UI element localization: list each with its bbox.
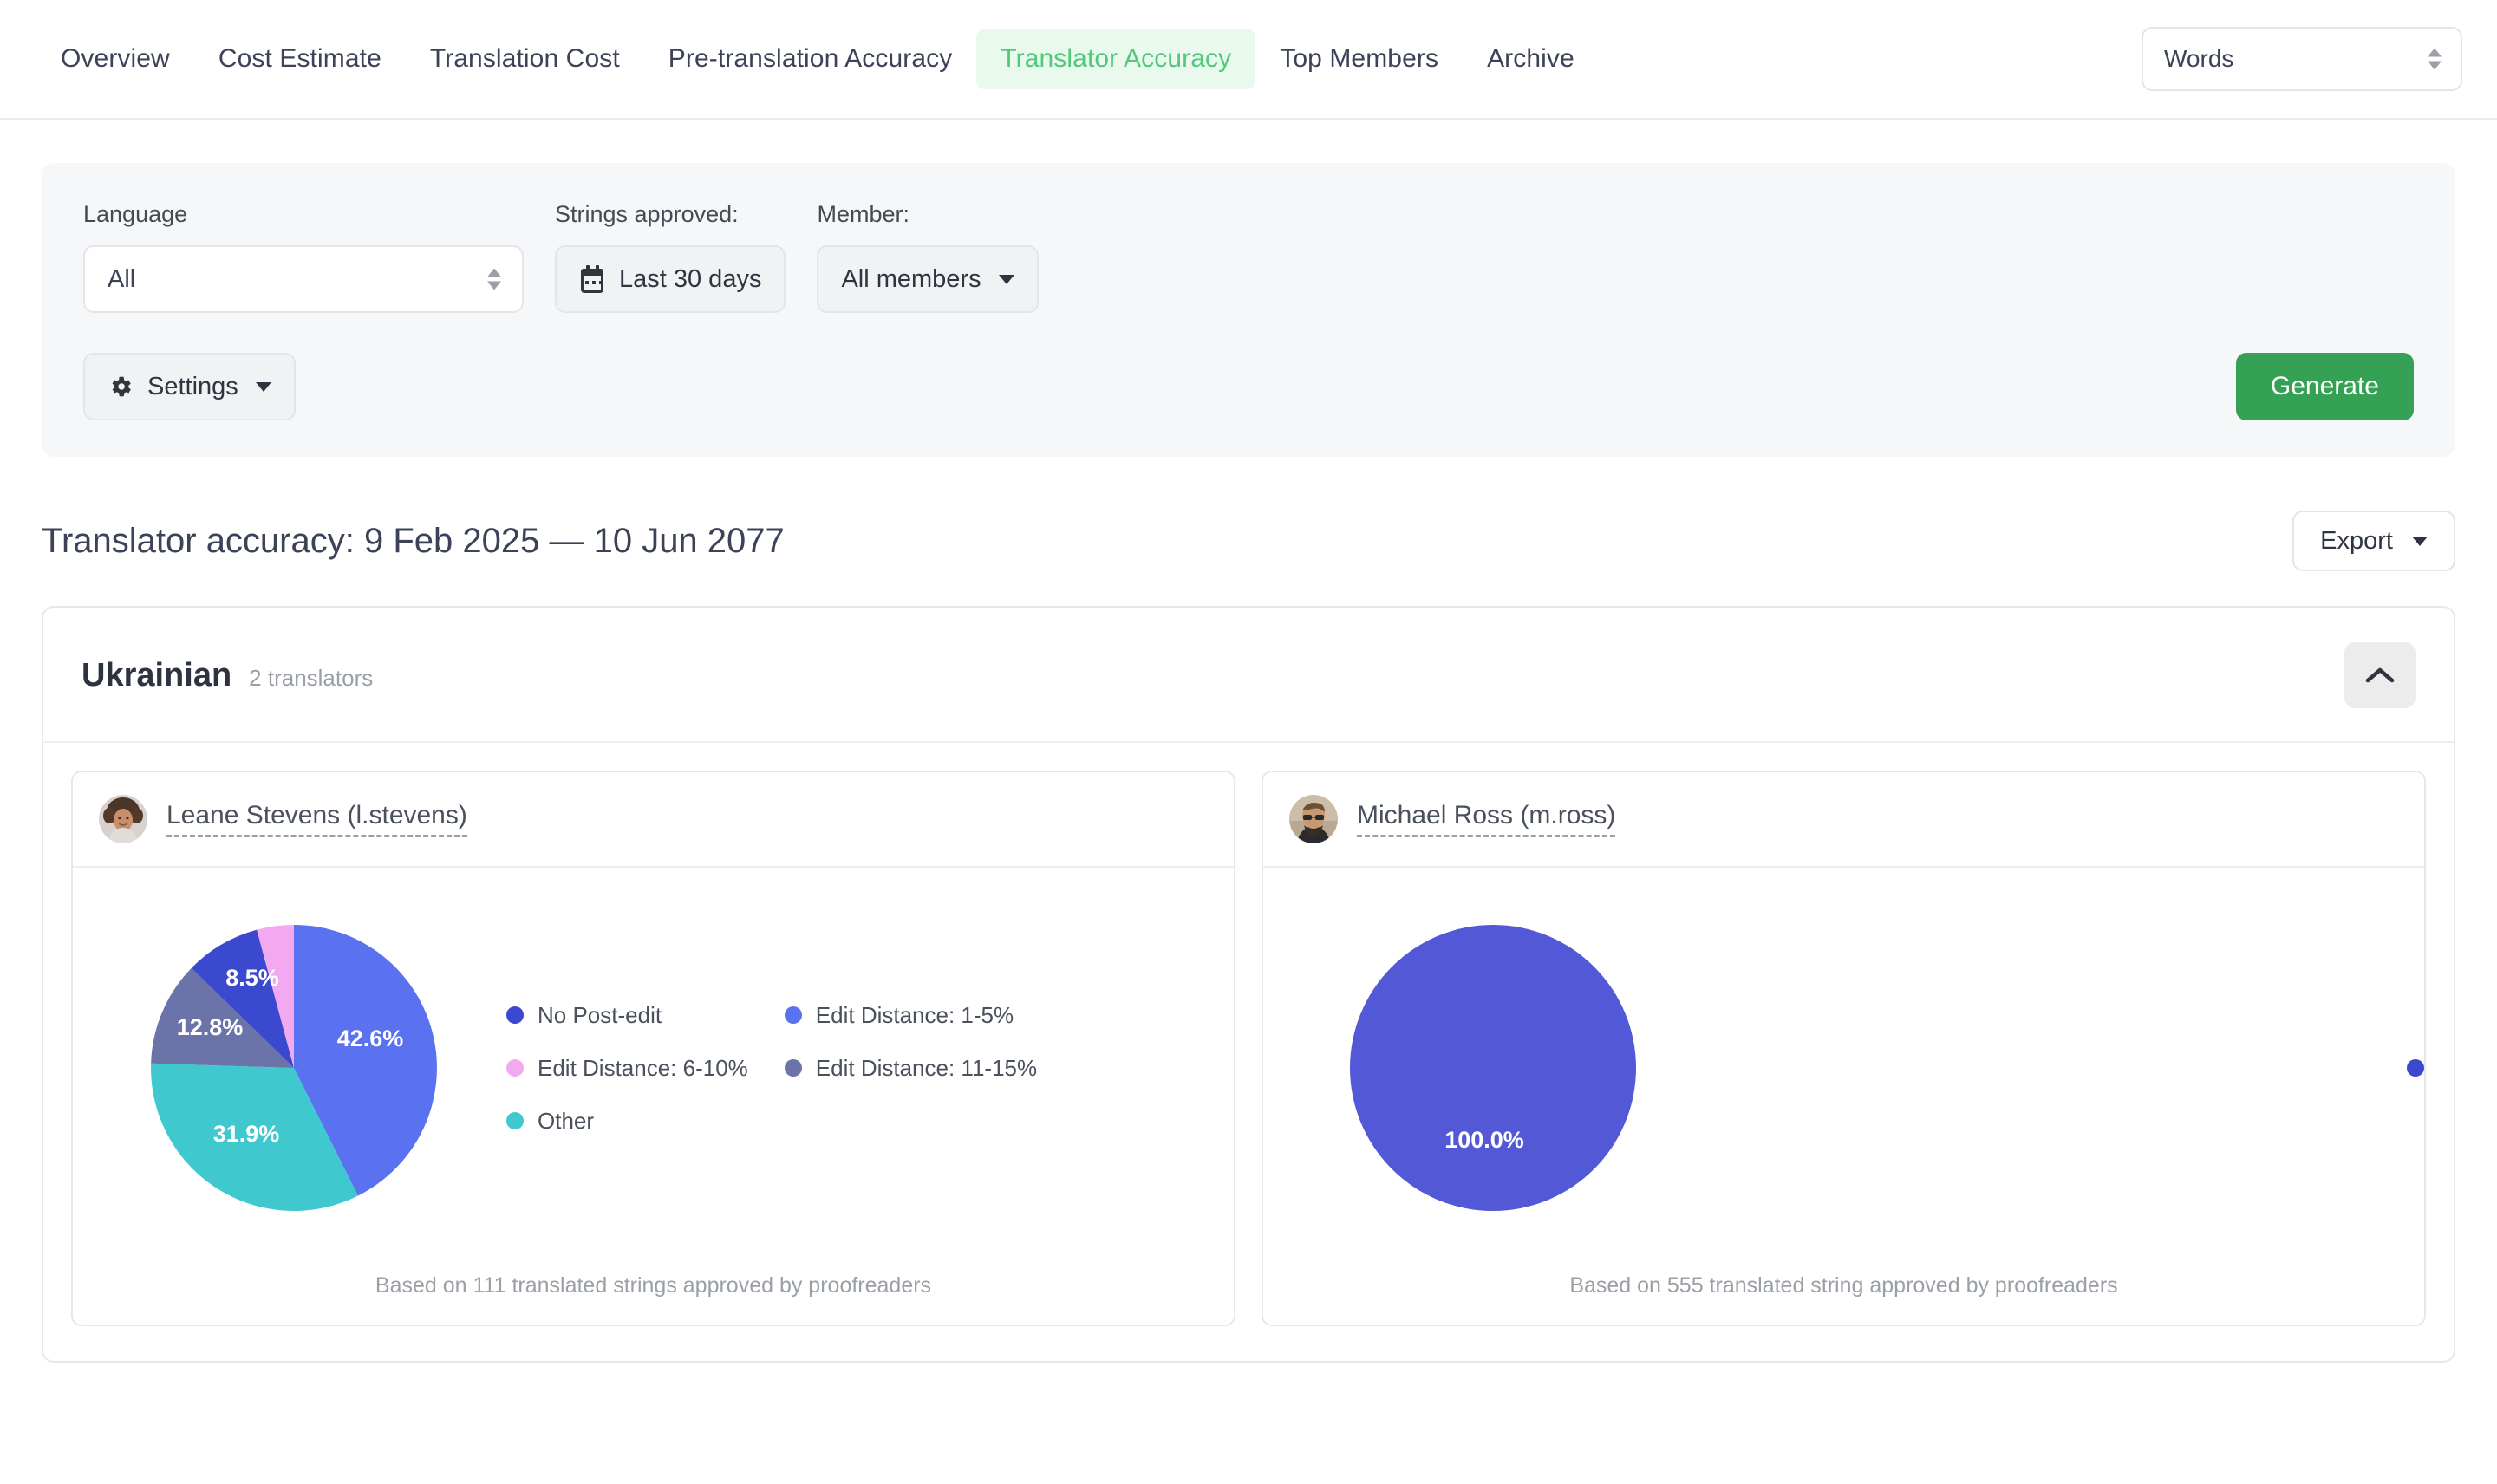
pie-value-label: 8.5% [225,965,279,991]
translator-card: Michael Ross (m.ross) 100.0% [1262,771,2426,1326]
translator-card: Leane Stevens (l.stevens) [71,771,1235,1326]
filter-panel: Language All Strings approved: Las [42,163,2455,457]
legend-item[interactable]: No Post-edit [506,1002,748,1029]
unit-select[interactable]: Words [2142,27,2462,91]
legend-label: Edit Distance: 11-15% [815,1054,1038,1081]
chevron-down-icon [998,274,1014,284]
member-dropdown[interactable]: All members [817,245,1039,313]
pie-slice-other [151,1063,358,1211]
legend-item[interactable]: Edit Distance: 1-5% [784,1001,1037,1029]
legend-label: Edit Distance: 6-10% [538,1054,748,1081]
chevron-up-icon [2365,667,2395,683]
pie-slice-edit-1-5 [294,925,437,1196]
legend-label: Other [538,1107,595,1134]
chevron-down-icon [2412,536,2428,546]
page-title: Translator accuracy: 9 Feb 2025 — 10 Jun… [42,521,785,560]
language-name: Ukrainian [81,656,232,693]
legend-color-dot [784,1059,802,1077]
settings-row: Settings Generate [83,353,2414,420]
chart-legend: No Post-edit [2407,1055,2424,1082]
pie-chart-leane-stevens: 42.6% 31.9% 12.8% 8.5% [90,890,498,1246]
chart-footnote: Based on 111 translated strings approved… [375,1273,932,1298]
pie-value-label: 12.8% [177,1014,244,1040]
tab-cost-estimate[interactable]: Cost Estimate [218,44,381,73]
member-label: Member: [817,201,909,227]
chevron-down-icon [255,381,271,392]
legend-label: No Post-edit [538,1001,662,1028]
translator-cards-row: Leane Stevens (l.stevens) [43,743,2454,1361]
pie-slice-no-post-edit [1350,925,1636,1211]
tab-overview[interactable]: Overview [61,44,170,73]
language-label: Language [83,201,188,227]
collapse-toggle-button[interactable] [2344,642,2416,708]
chart-legend: No Post-edit Edit Distance: 1-5% Edit Di… [498,1002,1037,1135]
translator-name-link[interactable]: Leane Stevens (l.stevens) [166,801,467,837]
sort-spinner-icon [2428,48,2442,70]
legend-color-dot [506,1059,524,1077]
legend-item[interactable]: No Post-edit [2407,1055,2424,1082]
unit-select-value: Words [2164,45,2234,72]
member-dropdown-value: All members [841,264,981,293]
settings-button[interactable]: Settings [83,353,296,420]
legend-color-dot [506,1112,524,1129]
legend-item[interactable]: Edit Distance: 11-15% [784,1054,1038,1082]
legend-color-dot [784,1006,802,1024]
filter-row: Language All Strings approved: Las [83,201,2414,313]
export-button-label: Export [2320,526,2393,555]
avatar [99,795,147,843]
language-select[interactable]: All [83,245,524,313]
strings-approved-field: Strings approved: Last 30 days [555,201,786,313]
top-navigation: Overview Cost Estimate Translation Cost … [0,0,2497,120]
language-select-value: All [108,264,136,293]
tab-archive[interactable]: Archive [1487,44,1574,73]
report-tabs: Overview Cost Estimate Translation Cost … [36,29,2142,89]
translators-count: 2 translators [249,664,374,691]
gear-icon [112,376,131,397]
pie-value-label: 42.6% [337,1025,404,1051]
pie-slice-edit-6-10 [257,924,294,1068]
tab-pre-translation-accuracy[interactable]: Pre-translation Accuracy [668,44,953,73]
translator-name-link[interactable]: Michael Ross (m.ross) [1357,801,1616,837]
calendar-icon [579,265,605,293]
legend-item[interactable]: Edit Distance: 6-10% [506,1055,748,1082]
pie-slice-edit-11-15 [151,967,294,1068]
legend-color-dot [506,1006,524,1024]
member-field: Member: All members [817,201,1039,313]
avatar [1289,795,1338,843]
sort-spinner-icon [487,268,501,290]
date-range-value: Last 30 days [619,264,762,293]
tab-translator-accuracy[interactable]: Translator Accuracy [976,29,1256,89]
language-field: Language All [83,201,524,313]
translator-card-header: Michael Ross (m.ross) [1263,772,2424,868]
tab-translation-cost[interactable]: Translation Cost [429,44,620,73]
language-group-card: Ukrainian 2 translators [42,606,2455,1363]
report-header: Translator accuracy: 9 Feb 2025 — 10 Jun… [42,511,2455,571]
export-button[interactable]: Export [2292,511,2455,571]
pie-chart-michael-ross: 100.0% [1281,890,2407,1246]
legend-label: Edit Distance: 1-5% [815,1001,1014,1028]
strings-approved-label: Strings approved: [555,201,739,227]
generate-button[interactable]: Generate [2235,353,2414,420]
tab-top-members[interactable]: Top Members [1280,44,1439,73]
pie-value-label: 100.0% [1444,1127,1524,1153]
translator-chart-body: 100.0% No Post-edit [1263,868,2424,1254]
date-range-button[interactable]: Last 30 days [555,245,786,313]
translator-chart-body: 42.6% 31.9% 12.8% 8.5% No Post-edit [73,868,1234,1254]
pie-slice-no-post-edit [191,929,294,1068]
language-name-wrap: Ukrainian 2 translators [81,657,373,694]
pie-value-label: 31.9% [213,1121,280,1147]
settings-button-label: Settings [147,372,238,400]
translator-card-header: Leane Stevens (l.stevens) [73,772,1234,868]
legend-color-dot [2407,1059,2424,1077]
legend-item[interactable]: Other [506,1108,748,1135]
language-group-header: Ukrainian 2 translators [43,608,2454,743]
chart-footnote: Based on 555 translated string approved … [1569,1273,2118,1298]
